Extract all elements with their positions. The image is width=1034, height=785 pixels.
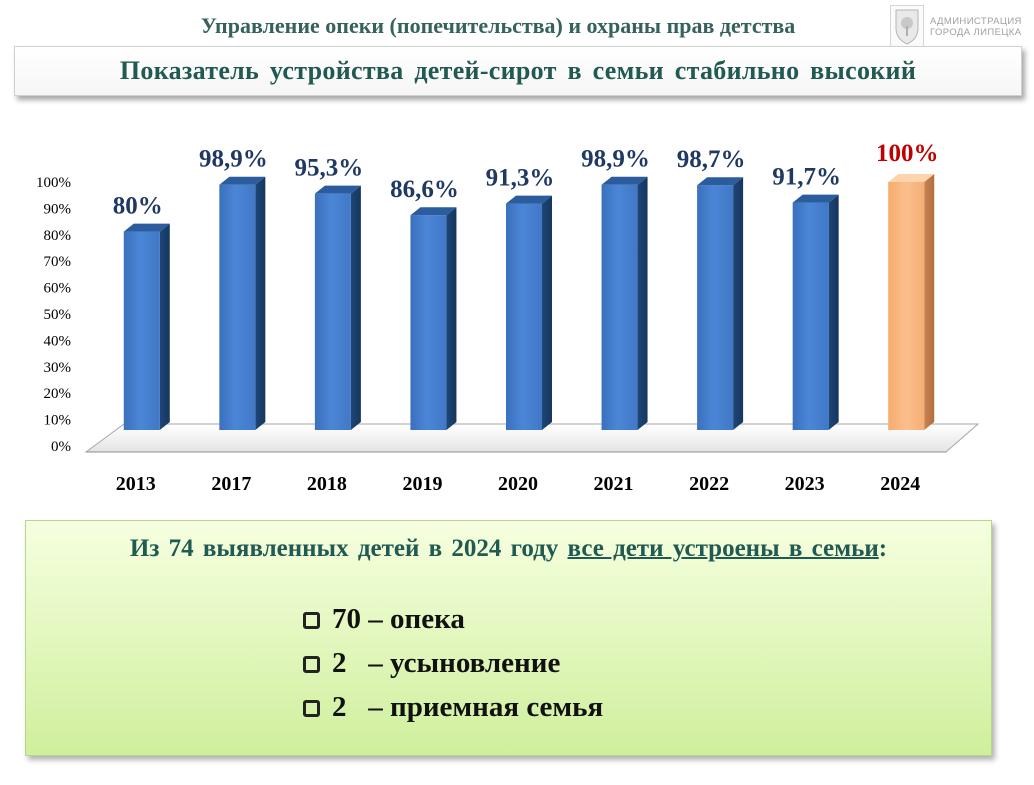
logo-text: АДМИНИСТРАЦИЯ ГОРОДА ЛИПЕЦКА: [930, 16, 1022, 38]
headline-emphasis: все дети устроены в семьи: [567, 535, 879, 562]
bar-2022: [697, 177, 744, 430]
y-tick-label: 60%: [44, 281, 72, 297]
y-tick-label: 50%: [44, 307, 72, 323]
data-label: 86,6%: [390, 176, 459, 203]
bar-front: [314, 193, 351, 430]
city-administration-logo: АДМИНИСТРАЦИЯ ГОРОДА ЛИПЕЦКА: [890, 5, 1030, 49]
checkbox-icon: [303, 655, 320, 673]
bar-side: [637, 176, 648, 430]
data-label: 98,7%: [677, 146, 746, 173]
y-tick-label: 80%: [44, 228, 72, 244]
y-tick-label: 30%: [44, 360, 72, 376]
bar-side: [350, 185, 361, 430]
page-title: Показатель устройства детей-сирот в семь…: [119, 56, 917, 85]
bar-2013: [123, 223, 170, 430]
headline-suffix: :: [878, 535, 888, 562]
x-tick-label: 2024: [880, 473, 920, 495]
chart-floor: [84, 423, 980, 453]
bar-side: [255, 176, 266, 430]
y-tick-label: 90%: [44, 201, 72, 217]
x-tick-label: 2013: [116, 473, 156, 495]
bar-side: [733, 177, 744, 430]
bar-top: [697, 177, 744, 186]
checkbox-icon: [303, 611, 320, 629]
headline-prefix: Из 74 выявленных детей в 2024 году: [129, 535, 568, 562]
bar-front: [601, 184, 638, 430]
x-axis: 2013 2017 2018 2019 2020 2021 2022 2023 2024: [116, 473, 920, 495]
bar-front: [697, 185, 734, 430]
y-tick-label: 10%: [44, 413, 72, 429]
x-tick-label: 2021: [594, 473, 634, 495]
bar-front: [410, 215, 447, 430]
bar-2023: [792, 194, 839, 430]
bar-front: [888, 182, 925, 430]
y-tick-label: 70%: [44, 254, 72, 270]
bar-chart: 0%10%20%30%40%50%60%70%80%90%100% 2013 20…: [36, 140, 980, 495]
data-label: 98,9%: [581, 146, 650, 173]
bar-front: [506, 203, 542, 430]
bar-top: [123, 223, 170, 232]
checkbox-icon: [303, 699, 320, 717]
bar-2021: [601, 176, 648, 430]
data-labels: 80% 98,9% 95,3% 86,6% 91,3% 98,9% 98,7% 91,7% 10…: [113, 140, 939, 220]
bar-2019: [410, 207, 457, 430]
bar-top: [410, 207, 457, 216]
bar-2024: [888, 174, 935, 430]
bar-top: [888, 174, 935, 182]
bar-top: [601, 176, 648, 185]
data-label: 95,3%: [295, 155, 364, 182]
list-item: 2 – усыновление: [303, 641, 603, 685]
bar-2020: [506, 195, 552, 430]
bar-side: [542, 195, 552, 430]
title-banner: Показатель устройства детей-сирот в семь…: [14, 46, 1022, 96]
list-item: 2 – приемная семья: [303, 685, 603, 729]
x-tick-label: 2020: [498, 473, 538, 495]
logo-line-2: ГОРОДА ЛИПЕЦКА: [930, 27, 1022, 38]
summary-box: Из 74 выявленных детей в 2024 году все д…: [25, 520, 992, 756]
coat-of-arms-icon: [890, 5, 924, 47]
list-item-text: 2 – усыновление: [332, 646, 561, 679]
bar-front: [792, 202, 829, 430]
placement-list: 70 – опека 2 – усыновление 2 – приемная …: [303, 597, 603, 729]
list-item-text: 70 – опека: [332, 602, 465, 635]
data-label: 98,9%: [199, 146, 268, 173]
data-label: 91,3%: [486, 165, 555, 192]
list-item: 70 – опека: [303, 597, 603, 641]
data-label: 91,7%: [772, 164, 841, 191]
bar-side: [924, 174, 935, 430]
bar-front: [219, 184, 256, 430]
bars: [123, 174, 935, 430]
y-tick-label: 100%: [36, 175, 71, 191]
bar-top: [219, 176, 266, 185]
bar-side: [446, 207, 457, 430]
y-tick-label: 40%: [44, 333, 72, 349]
y-axis: 0% 10% 20% 30% 40% 50% 60% 70% 80% 90% 100%: [36, 175, 71, 455]
bar-2017: [219, 176, 266, 430]
y-tick-label: 0%: [51, 439, 71, 455]
summary-headline: Из 74 выявленных детей в 2024 году все д…: [26, 535, 991, 563]
bar-side: [159, 223, 170, 430]
bar-front: [123, 231, 160, 430]
logo-line-1: АДМИНИСТРАЦИЯ: [930, 16, 1022, 27]
data-label: 100%: [876, 140, 939, 167]
x-tick-label: 2018: [307, 473, 347, 495]
data-label: 80%: [113, 193, 163, 220]
bar-2018: [314, 185, 361, 430]
department-title: Управление опеки (попечительства) и охра…: [200, 13, 796, 38]
bar-top: [506, 195, 552, 204]
x-tick-label: 2017: [211, 473, 251, 495]
x-tick-label: 2023: [785, 473, 825, 495]
y-tick-label: 20%: [44, 386, 72, 402]
list-item-text: 2 – приемная семья: [332, 690, 604, 723]
x-tick-label: 2019: [402, 473, 442, 495]
bar-top: [314, 185, 361, 194]
bar-top: [792, 194, 839, 203]
x-tick-label: 2022: [689, 473, 729, 495]
bar-side: [828, 194, 839, 430]
